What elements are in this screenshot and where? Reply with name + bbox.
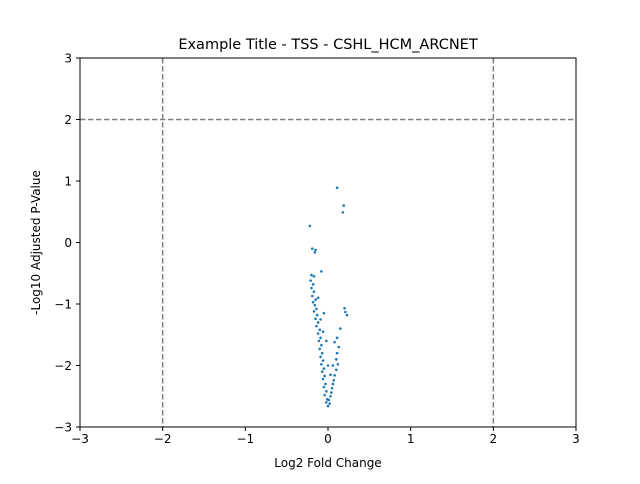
data-point (326, 364, 330, 367)
data-point (322, 311, 326, 315)
data-point (341, 211, 345, 214)
reference-lines (80, 58, 576, 427)
x-tick-label: 3 (572, 432, 580, 446)
data-point (333, 340, 336, 344)
data-point (325, 401, 328, 404)
data-point (315, 324, 318, 328)
data-point (310, 294, 314, 298)
data-point (331, 382, 335, 386)
data-point (323, 374, 326, 378)
data-point (320, 370, 324, 373)
data-point (345, 313, 349, 317)
data-point (342, 204, 346, 207)
data-point (318, 347, 322, 351)
y-tick-label: −1 (54, 298, 72, 312)
data-point (317, 339, 321, 343)
data-point (310, 273, 313, 277)
data-point (325, 339, 328, 343)
data-point (322, 385, 326, 389)
data-point (314, 317, 317, 321)
data-point (320, 270, 323, 273)
data-point (312, 290, 316, 294)
data-point (343, 307, 346, 310)
data-point (330, 386, 334, 390)
x-tick-label: 2 (490, 432, 498, 446)
y-tick-label: 0 (64, 236, 72, 250)
data-point (321, 377, 325, 381)
data-point (320, 362, 323, 366)
data-point (316, 332, 320, 335)
data-point (336, 362, 340, 366)
scatter-points (308, 186, 349, 408)
data-point (327, 398, 331, 402)
y-axis-label: -Log10 Adjusted P-Value (29, 170, 43, 315)
data-point (325, 390, 328, 393)
data-point (333, 374, 336, 377)
data-point (324, 382, 327, 386)
data-point (313, 303, 317, 307)
data-point (316, 321, 320, 324)
data-point (314, 248, 317, 252)
data-point (312, 310, 316, 313)
data-point (319, 336, 322, 340)
data-point (321, 359, 325, 362)
x-tick-label: 1 (407, 432, 415, 446)
data-point (334, 358, 338, 361)
data-point (335, 186, 339, 190)
y-tick-label: 1 (64, 175, 72, 189)
data-point (320, 351, 324, 355)
data-point (313, 251, 317, 254)
data-point (315, 313, 319, 317)
data-point (312, 275, 316, 278)
data-point (318, 328, 322, 332)
x-axis-ticks: −3 −2 −1 0 1 2 3 (71, 427, 580, 446)
data-point (311, 300, 315, 304)
data-point (316, 296, 320, 300)
data-point (329, 394, 332, 398)
y-tick-label: 3 (64, 52, 72, 66)
data-point (330, 391, 333, 394)
chart-title: Example Title - TSS - CSHL_HCM_ARCNET (178, 37, 478, 53)
data-point (334, 368, 338, 372)
data-point (344, 310, 347, 314)
data-point (326, 404, 330, 408)
data-point (321, 330, 325, 333)
y-tick-label: −2 (54, 359, 72, 373)
data-point (323, 393, 326, 397)
data-point (328, 402, 331, 405)
data-point (335, 351, 339, 355)
data-point (319, 318, 322, 321)
x-axis-label: Log2 Fold Change (274, 456, 381, 470)
y-tick-label: 2 (64, 113, 72, 127)
data-point (319, 355, 322, 359)
data-point (311, 283, 315, 286)
data-point (320, 343, 323, 347)
x-tick-label: −3 (71, 432, 89, 446)
data-point (309, 279, 312, 282)
data-point (329, 373, 332, 377)
y-axis-ticks: −3 −2 −1 0 1 2 3 (54, 52, 80, 435)
data-point (322, 367, 326, 370)
data-point (310, 286, 313, 290)
data-point (332, 378, 336, 382)
data-point (314, 298, 317, 301)
x-tick-label: 0 (324, 432, 332, 446)
data-point (331, 364, 335, 367)
data-point (310, 247, 314, 250)
data-point (339, 327, 342, 330)
x-tick-label: −1 (236, 432, 254, 446)
data-point (308, 224, 312, 228)
data-point (315, 307, 318, 311)
data-point (335, 336, 339, 340)
data-point (337, 345, 341, 349)
y-tick-label: −3 (54, 421, 72, 435)
x-tick-label: −2 (154, 432, 172, 446)
